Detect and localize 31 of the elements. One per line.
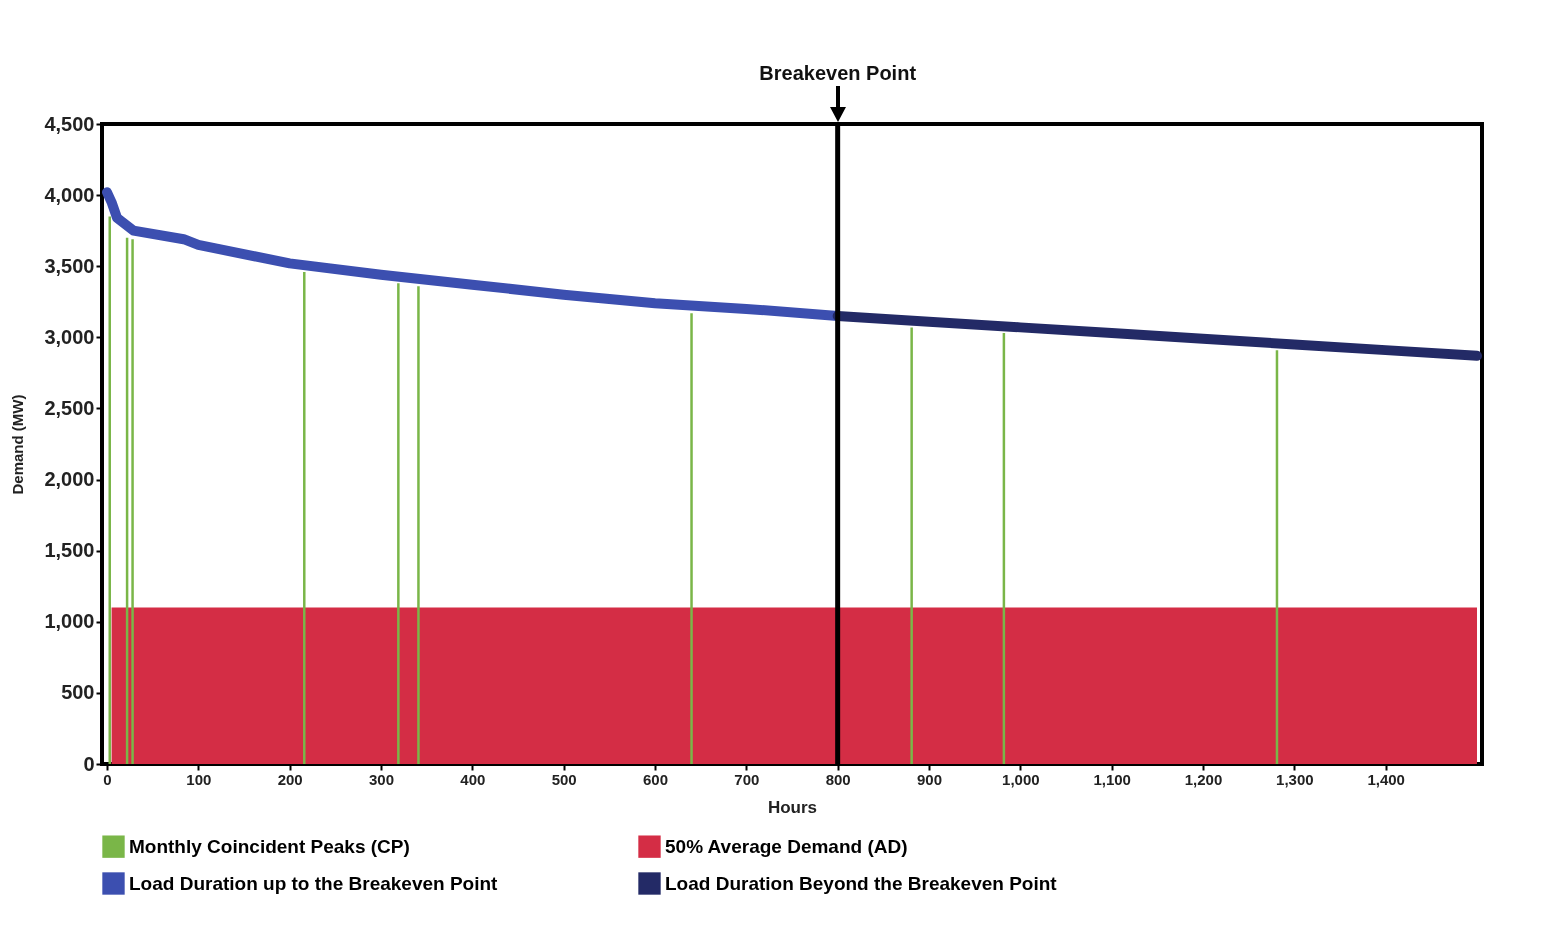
y-tick-label: 3,000 <box>44 325 95 348</box>
x-tick-label: 900 <box>916 770 943 788</box>
x-tick-label: 1,100 <box>1093 770 1131 788</box>
y-tick-label: 1,000 <box>44 610 95 633</box>
y-tick-label: 3,500 <box>44 254 95 277</box>
y-tick-label: 2,000 <box>44 468 95 491</box>
x-tick-label: 700 <box>734 770 760 788</box>
x-tick-label: 300 <box>368 770 395 788</box>
x-tick-label: 1,300 <box>1276 770 1314 788</box>
legend-label: 50% Average Demand (AD) <box>665 835 908 857</box>
legend-label: Load Duration Beyond the Breakeven Point <box>665 872 1058 894</box>
y-tick-label: 500 <box>61 681 95 704</box>
y-tick-label: 4,500 <box>44 112 95 135</box>
x-tick-label: 100 <box>186 770 212 788</box>
x-tick-label: 500 <box>551 770 577 788</box>
y-tick-label: 2,500 <box>44 396 95 419</box>
x-tick-label: 1,000 <box>1002 770 1040 788</box>
x-tick-label: 0 <box>103 770 112 788</box>
legend-label: Load Duration up to the Breakeven Point <box>129 872 499 894</box>
x-tick-label: 800 <box>825 770 851 788</box>
x-tick-label: 400 <box>460 770 486 788</box>
x-tick-label: 1,400 <box>1367 770 1405 788</box>
y-tick-label: 1,500 <box>44 539 95 562</box>
x-tick-label: 200 <box>277 770 303 788</box>
x-tick-label: 1,200 <box>1184 770 1223 788</box>
ref-line-label: Breakeven Point <box>759 62 917 84</box>
y-axis-title: Demand (MW) <box>9 394 27 495</box>
y-tick-label: 4,000 <box>44 183 95 206</box>
x-axis-title: Hours <box>767 797 818 817</box>
legend-label: Monthly Coincident Peaks (CP) <box>129 835 410 857</box>
x-tick-label: 600 <box>642 770 669 788</box>
